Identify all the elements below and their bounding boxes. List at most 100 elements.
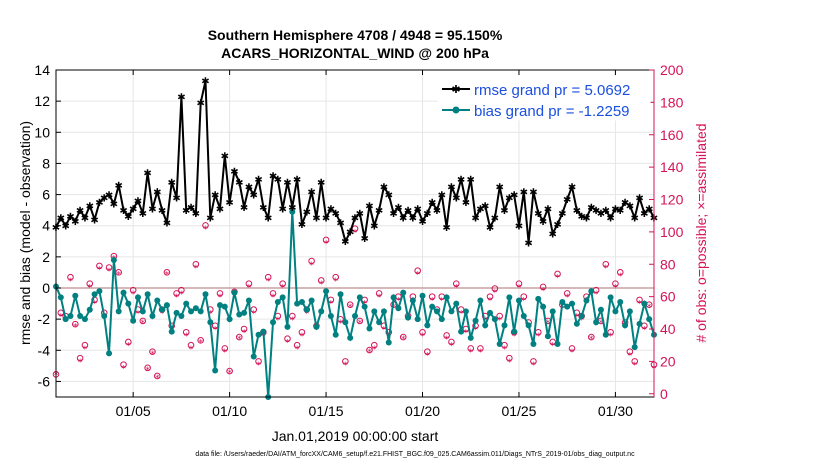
y-right-tick-label: 120 — [660, 192, 684, 208]
rmse-point: ✱ — [124, 212, 132, 223]
rmse-point: ✱ — [332, 209, 340, 220]
obs-assimilated-point: * — [647, 303, 652, 313]
rmse-point: ✱ — [187, 203, 195, 214]
rmse-point: ✱ — [71, 217, 79, 228]
obs-assimilated-point: * — [280, 283, 285, 293]
rmse-point: ✱ — [182, 206, 190, 217]
obs-assimilated-point: * — [613, 283, 618, 293]
bias-point — [525, 322, 532, 329]
bias-point — [371, 308, 378, 315]
bias-point — [515, 297, 522, 304]
rmse-point: ✱ — [481, 201, 489, 212]
rmse-point: ✱ — [515, 222, 523, 233]
y-left-tick-label: -6 — [38, 373, 51, 389]
rmse-point: ✱ — [153, 187, 161, 198]
obs-possible-point — [424, 348, 431, 355]
bias-point — [467, 334, 474, 341]
obs-assimilated-point: * — [309, 261, 314, 271]
rmse-point: ✱ — [250, 190, 258, 201]
obs-assimilated-point: * — [594, 290, 599, 300]
obs-possible-point — [105, 264, 113, 271]
rmse-point: ✱ — [495, 183, 503, 194]
obs-assimilated-point: * — [242, 329, 247, 339]
bias-point — [395, 305, 402, 312]
rmse-point: ✱ — [582, 214, 590, 225]
bias-point — [626, 308, 633, 315]
bias-point — [646, 316, 653, 323]
obs-assimilated-point: * — [333, 277, 338, 287]
bias-point — [453, 300, 460, 307]
obs-assimilated-point: * — [276, 316, 281, 326]
obs-assimilated-point: * — [546, 319, 551, 329]
y-axis-left-label: rmse and bias (model - observation) — [17, 121, 33, 345]
rmse-point: ✱ — [100, 193, 108, 204]
bias-point — [327, 313, 334, 320]
y-right-tick-label: 180 — [660, 94, 684, 110]
obs-assimilated-point: * — [589, 335, 594, 345]
obs-assimilated-point: * — [194, 264, 199, 274]
obs-possible-point — [71, 320, 79, 328]
bias-point — [544, 333, 551, 340]
y-left-tick-label: 2 — [42, 249, 50, 265]
rmse-point: ✱ — [216, 204, 224, 215]
bias-point — [323, 288, 330, 295]
obs-assimilated-point: * — [377, 293, 382, 303]
obs-assimilated-point: * — [348, 303, 353, 313]
rmse-point: ✱ — [206, 214, 214, 225]
obs-possible-point — [568, 345, 576, 352]
obs-assimilated-point: * — [126, 342, 131, 352]
rmse-point: ✱ — [549, 229, 557, 240]
obs-assimilated-point: * — [338, 319, 343, 329]
obs-possible-point — [607, 328, 614, 336]
bias-point — [313, 323, 320, 330]
obs-possible-point — [342, 358, 349, 365]
rmse-point: ✱ — [486, 223, 494, 234]
obs-possible-point — [322, 236, 330, 244]
obs-assimilated-point: * — [604, 264, 609, 274]
bias-point — [433, 308, 440, 315]
bias-point — [274, 299, 281, 306]
bias-point — [583, 297, 590, 304]
bias-point — [255, 331, 262, 338]
obs-assimilated-point: * — [271, 293, 276, 303]
x-tick-label: 01/15 — [309, 403, 344, 419]
rmse-point: ✱ — [61, 222, 69, 233]
y-right-tick-label: 160 — [660, 127, 684, 143]
rmse-point: ✱ — [640, 209, 648, 220]
rmse-point: ✱ — [163, 218, 171, 229]
obs-assimilated-point: * — [266, 277, 271, 287]
y-left-tick-label: 0 — [42, 280, 50, 296]
obs-possible-point — [467, 345, 475, 352]
obs-assimilated-point: * — [295, 345, 300, 355]
bias-point — [448, 308, 455, 315]
obs-assimilated-point: * — [550, 342, 555, 352]
bias-point — [81, 316, 88, 323]
rmse-point: ✱ — [558, 209, 566, 220]
obs-possible-point — [414, 267, 421, 275]
bias-point — [438, 316, 445, 323]
obs-assimilated-point: * — [136, 309, 141, 319]
rmse-point: ✱ — [573, 206, 581, 217]
obs-assimilated-point: * — [174, 293, 179, 303]
rmse-point: ✱ — [553, 220, 561, 231]
rmse-point: ✱ — [293, 175, 301, 186]
rmse-point: ✱ — [399, 214, 407, 225]
obs-assimilated-point: * — [343, 361, 348, 371]
obs-assimilated-point: * — [507, 358, 512, 368]
bias-point — [588, 288, 595, 295]
obs-possible-point — [298, 328, 306, 336]
bias-point — [96, 288, 103, 295]
bias-point — [491, 316, 498, 323]
rmse-point: ✱ — [409, 214, 417, 225]
bias-point — [106, 350, 113, 357]
bias-point — [86, 306, 93, 313]
obs-possible-point — [240, 325, 248, 333]
rmse-point: ✱ — [611, 204, 619, 215]
rmse-point: ✱ — [307, 187, 315, 198]
rmse-point: ✱ — [274, 175, 282, 186]
bias-point — [409, 297, 416, 304]
rmse-point: ✱ — [563, 195, 571, 206]
rmse-point: ✱ — [356, 209, 364, 220]
obs-assimilated-point: * — [131, 290, 136, 300]
obs-assimilated-point: * — [290, 316, 295, 326]
